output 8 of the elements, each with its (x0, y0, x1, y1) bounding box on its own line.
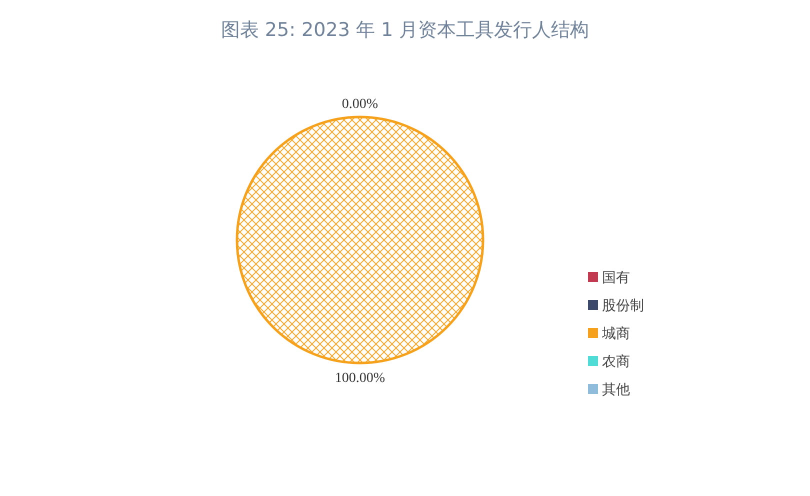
legend-label: 城商 (601, 326, 630, 342)
data-label: 100.00% (334, 371, 386, 386)
text: 0.00% (342, 97, 378, 112)
legend-label: 国有 (602, 270, 630, 286)
legend-label: 农商 (602, 354, 630, 370)
legend-label: 其他 (602, 382, 630, 398)
legend-label: 股份制 (602, 298, 644, 314)
chart-title: 图表 25: 2023 年 1 月资本工具发行人结构 (220, 19, 590, 41)
